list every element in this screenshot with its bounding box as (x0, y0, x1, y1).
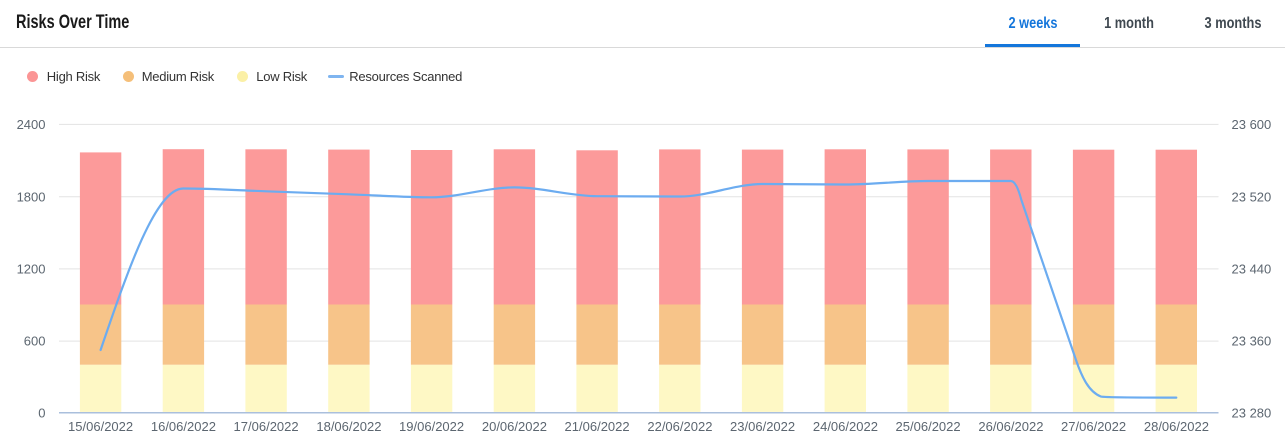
svg-text:21/06/2022: 21/06/2022 (565, 419, 630, 434)
svg-text:1800: 1800 (17, 189, 46, 204)
svg-text:24/06/2022: 24/06/2022 (813, 419, 878, 434)
svg-text:2400: 2400 (17, 117, 46, 132)
svg-text:600: 600 (24, 334, 46, 349)
svg-text:0: 0 (38, 405, 45, 420)
svg-text:26/06/2022: 26/06/2022 (978, 419, 1043, 434)
svg-text:23 600: 23 600 (1232, 117, 1272, 132)
svg-text:23 360: 23 360 (1232, 334, 1272, 349)
svg-text:19/06/2022: 19/06/2022 (399, 419, 464, 434)
svg-text:27/06/2022: 27/06/2022 (1061, 419, 1126, 434)
svg-text:23 440: 23 440 (1232, 262, 1272, 277)
svg-text:23/06/2022: 23/06/2022 (730, 419, 795, 434)
svg-text:15/06/2022: 15/06/2022 (68, 419, 133, 434)
svg-text:22/06/2022: 22/06/2022 (647, 419, 712, 434)
svg-text:20/06/2022: 20/06/2022 (482, 419, 547, 434)
svg-text:18/06/2022: 18/06/2022 (316, 419, 381, 434)
svg-text:23 520: 23 520 (1232, 189, 1272, 204)
svg-text:16/06/2022: 16/06/2022 (151, 419, 216, 434)
svg-text:28/06/2022: 28/06/2022 (1144, 419, 1209, 434)
svg-text:25/06/2022: 25/06/2022 (896, 419, 961, 434)
svg-text:23 280: 23 280 (1232, 405, 1272, 420)
svg-text:1200: 1200 (17, 262, 46, 277)
svg-text:17/06/2022: 17/06/2022 (234, 419, 299, 434)
